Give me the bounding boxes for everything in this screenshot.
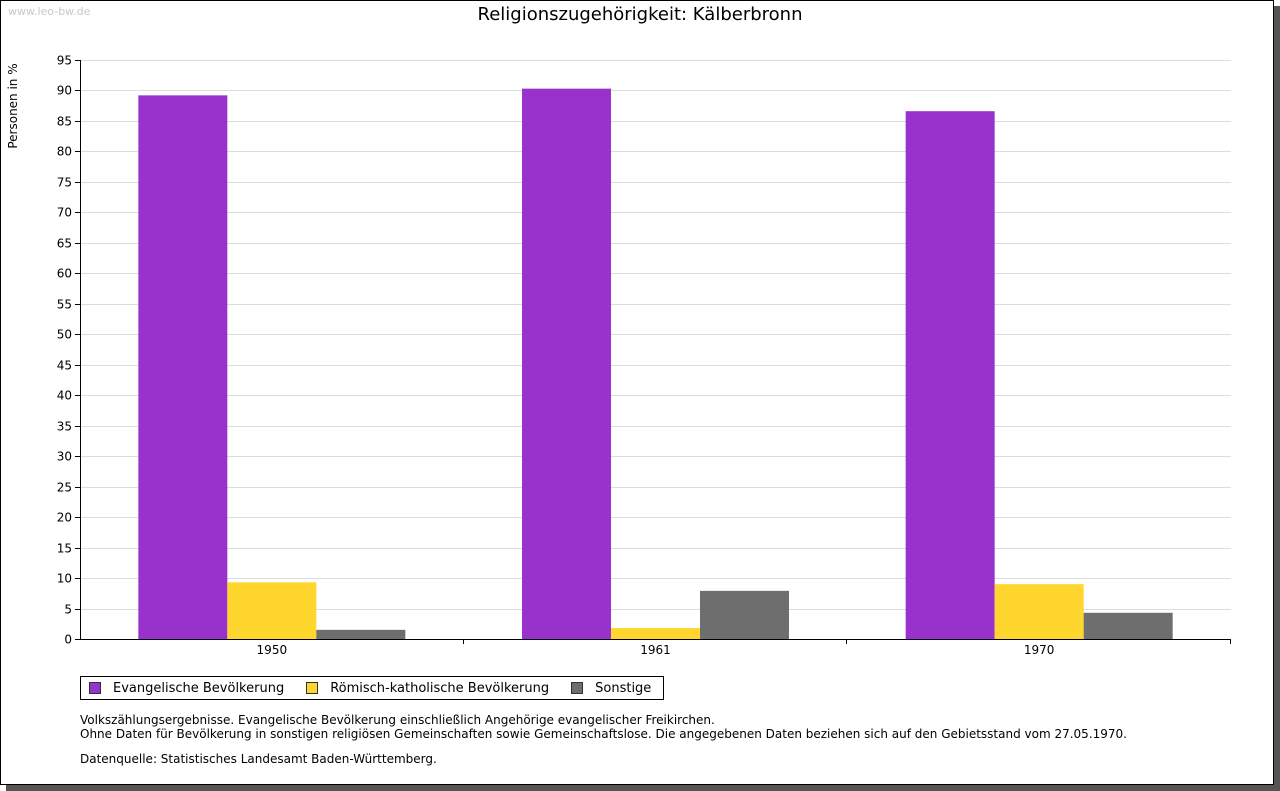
legend-item-evangelisch: Evangelische Bevölkerung <box>89 681 284 696</box>
legend-swatch-evangelisch <box>89 682 101 694</box>
legend-label-katholisch: Römisch-katholische Bevölkerung <box>330 680 550 696</box>
y-tick-label: 25 <box>57 481 72 495</box>
legend-label-evangelisch: Evangelische Bevölkerung <box>113 680 285 696</box>
legend-item-katholisch: Römisch-katholische Bevölkerung <box>306 681 549 696</box>
y-tick-label: 90 <box>57 84 72 98</box>
bar-evangelische-bev-lkerung-1961 <box>522 88 611 639</box>
bar-r-misch-katholische-bev-lkerung-1970 <box>994 584 1084 639</box>
y-tick-label: 65 <box>57 237 72 251</box>
y-tick-label: 80 <box>57 145 72 159</box>
bar-sonstige-1961 <box>700 590 789 639</box>
bar-evangelische-bev-lkerung-1970 <box>905 111 995 639</box>
frame-shadow-bottom <box>6 785 1280 791</box>
data-source: Datenquelle: Statistisches Landesamt Bad… <box>80 752 437 766</box>
x-tick-label: 1961 <box>640 643 671 657</box>
y-tick-label: 95 <box>57 54 72 68</box>
y-tick-label: 40 <box>57 389 72 403</box>
y-tick-label: 0 <box>64 633 72 647</box>
note-line-2: Ohne Daten für Bevölkerung in sonstigen … <box>80 727 1127 741</box>
y-tick-label: 10 <box>57 572 72 586</box>
chart-notes: Volkszählungsergebnisse. Evangelische Be… <box>80 713 1127 741</box>
bar-r-misch-katholische-bev-lkerung-1950 <box>227 582 317 639</box>
legend-label-sonstige: Sonstige <box>595 680 652 696</box>
y-tick-label: 85 <box>57 115 72 129</box>
x-tick-label: 1970 <box>1024 643 1055 657</box>
bar-evangelische-bev-lkerung-1950 <box>138 95 228 639</box>
y-tick-label: 70 <box>57 206 72 220</box>
chart-title: Religionszugehörigkeit: Kälberbronn <box>477 4 803 25</box>
y-tick-label: 5 <box>64 603 72 617</box>
bar-sonstige-1970 <box>1083 612 1173 639</box>
y-tick-label: 35 <box>57 420 72 434</box>
legend: Evangelische Bevölkerung Römisch-katholi… <box>80 676 665 700</box>
y-tick-label: 45 <box>57 359 72 373</box>
frame-shadow-right <box>1274 6 1280 791</box>
legend-swatch-katholisch <box>306 682 319 694</box>
y-tick-label: 30 <box>57 450 72 464</box>
y-tick-label: 60 <box>57 267 72 281</box>
y-tick-label: 15 <box>57 542 72 556</box>
bar-r-misch-katholische-bev-lkerung-1961 <box>611 628 700 639</box>
watermark: www.leo-bw.de <box>8 5 91 18</box>
note-line-1: Volkszählungsergebnisse. Evangelische Be… <box>80 713 715 727</box>
y-tick-label: 20 <box>57 511 72 525</box>
legend-swatch-sonstige <box>571 682 584 694</box>
y-tick-label: 55 <box>57 298 72 312</box>
legend-item-sonstige: Sonstige <box>571 681 651 696</box>
y-tick-label: 50 <box>57 328 72 342</box>
x-tick-label: 1950 <box>257 643 288 657</box>
y-tick-label: 75 <box>57 176 72 190</box>
bar-sonstige-1950 <box>316 629 406 639</box>
